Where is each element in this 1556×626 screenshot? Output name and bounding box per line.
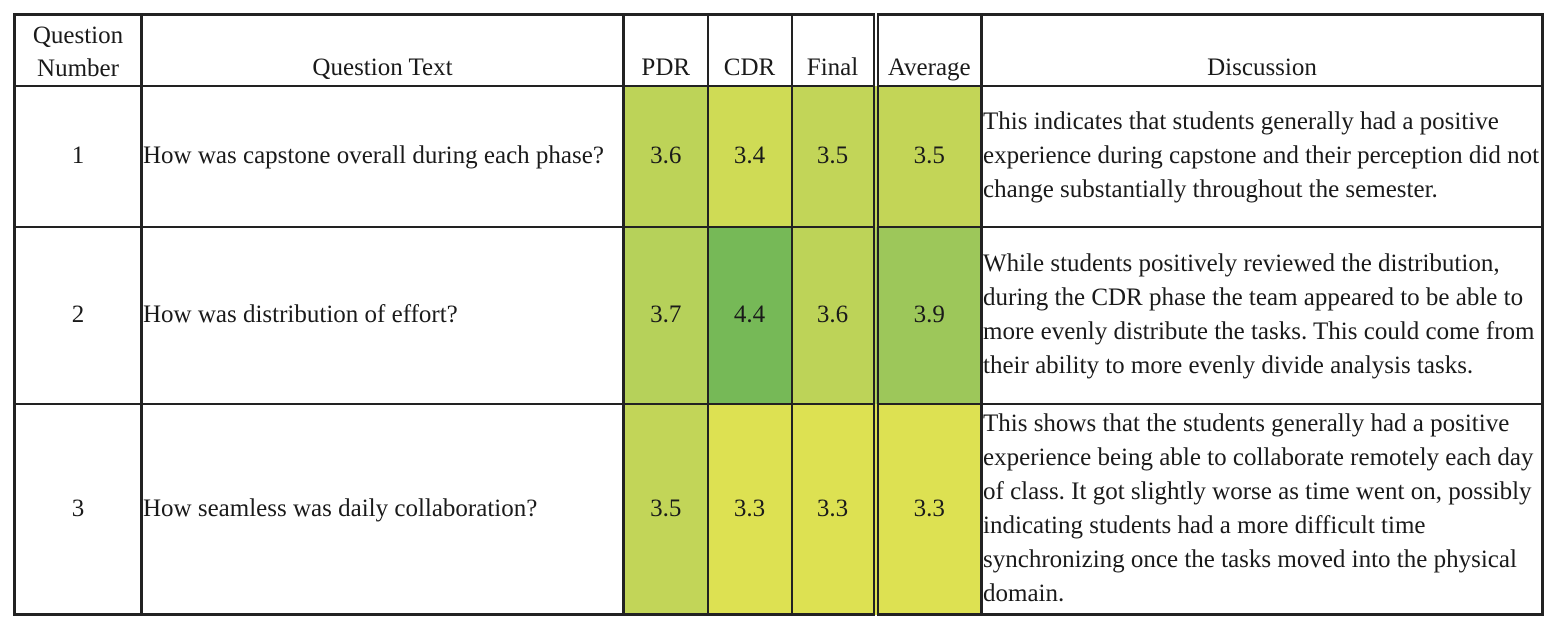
header-question-text: Question Text [140, 13, 625, 87]
score-pdr: 3.7 [622, 225, 709, 405]
table-row: 3 How seamless was daily collaboration? … [13, 402, 1544, 616]
score-final: 3.6 [790, 225, 877, 405]
score-cdr: 3.3 [706, 402, 793, 616]
question-number: 1 [13, 84, 143, 228]
score-average: 3.9 [872, 225, 983, 405]
header-discussion: Discussion [980, 13, 1544, 87]
header-cdr: CDR [706, 13, 793, 87]
table-row: 2 How was distribution of effort? 3.7 4.… [13, 225, 1544, 405]
header-final: Final [790, 13, 877, 87]
question-text: How seamless was daily collaboration? [140, 402, 625, 616]
score-final: 3.3 [790, 402, 877, 616]
table-row: 1 How was capstone overall during each p… [13, 84, 1544, 228]
score-average: 3.3 [872, 402, 983, 616]
score-cdr: 3.4 [706, 84, 793, 228]
question-number: 2 [13, 225, 143, 405]
discussion-text: While students positively reviewed the d… [980, 225, 1544, 405]
header-row: Question Number Question Text PDR CDR Fi… [13, 13, 1544, 87]
header-question-number: Question Number [13, 13, 143, 87]
discussion-text: This shows that the students generally h… [980, 402, 1544, 616]
score-pdr: 3.6 [622, 84, 709, 228]
survey-results-table: Question Number Question Text PDR CDR Fi… [13, 13, 1544, 616]
score-cdr: 4.4 [706, 225, 793, 405]
score-final: 3.5 [790, 84, 877, 228]
question-number: 3 [13, 402, 143, 616]
score-pdr: 3.5 [622, 402, 709, 616]
question-text: How was distribution of effort? [140, 225, 625, 405]
question-text: How was capstone overall during each pha… [140, 84, 625, 228]
discussion-text: This indicates that students generally h… [980, 84, 1544, 228]
score-average: 3.5 [872, 84, 983, 228]
header-pdr: PDR [622, 13, 709, 87]
header-average: Average [872, 13, 983, 87]
